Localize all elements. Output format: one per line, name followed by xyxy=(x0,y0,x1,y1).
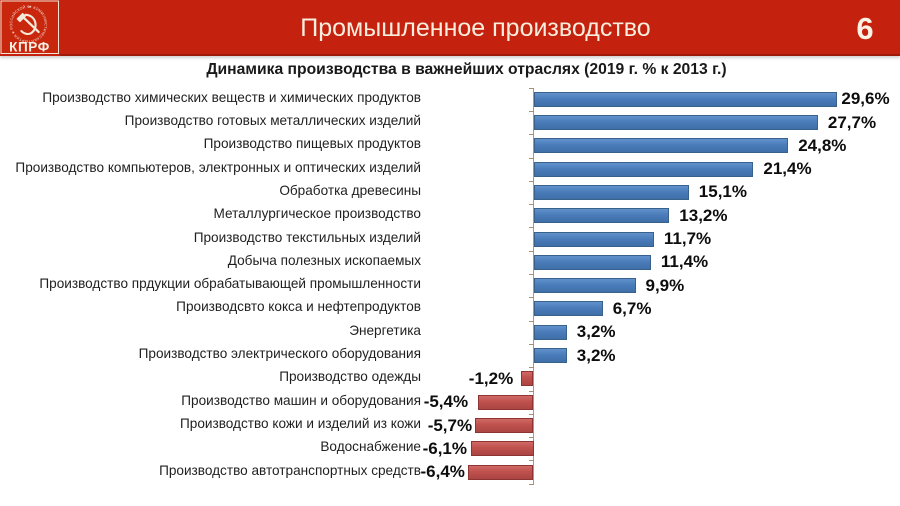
svg-text:КПРФ: КПРФ xyxy=(9,40,50,55)
